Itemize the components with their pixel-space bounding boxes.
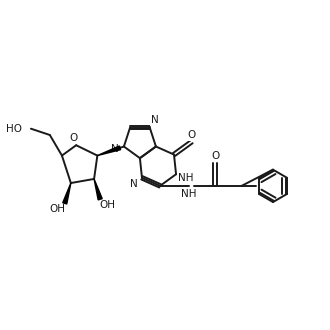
Text: N: N (130, 179, 138, 188)
Text: N: N (151, 115, 159, 125)
Text: NH: NH (178, 174, 193, 183)
Text: HO: HO (6, 124, 22, 134)
Text: O: O (69, 133, 78, 143)
Text: NH: NH (181, 189, 196, 199)
Polygon shape (97, 146, 121, 155)
Text: O: O (211, 151, 219, 161)
Polygon shape (63, 183, 71, 204)
Text: N: N (112, 144, 119, 154)
Text: OH: OH (99, 200, 115, 210)
Polygon shape (94, 179, 102, 200)
Text: O: O (187, 130, 196, 140)
Text: OH: OH (50, 204, 66, 214)
